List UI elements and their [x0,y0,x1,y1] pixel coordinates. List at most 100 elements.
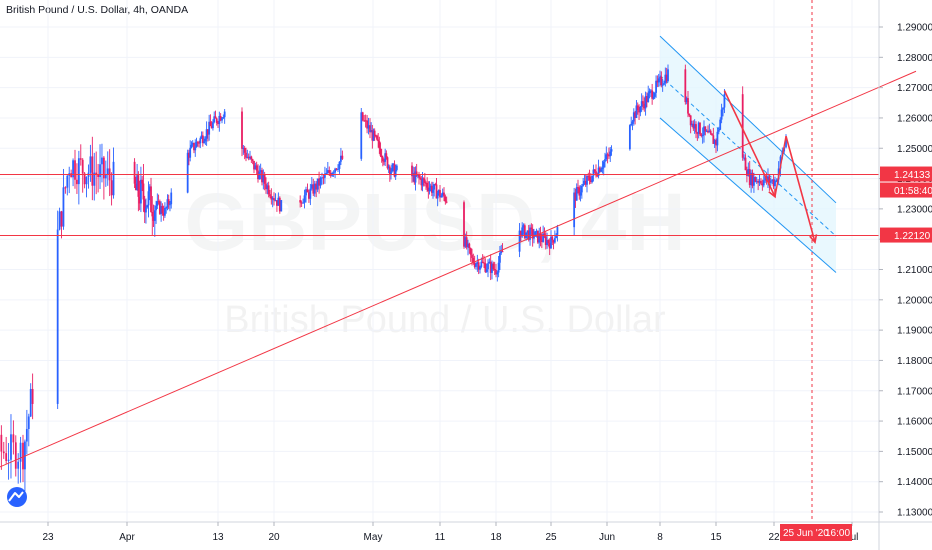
candle-body[interactable] [249,156,251,159]
candle-body[interactable] [371,130,374,141]
candle-body[interactable] [212,122,214,129]
candle-body[interactable] [723,94,726,108]
candle-body[interactable] [321,177,323,179]
candle-body[interactable] [263,175,266,184]
candle-body[interactable] [334,168,336,173]
candle-body[interactable] [586,176,588,185]
candle-body[interactable] [785,138,787,148]
candle-body[interactable] [273,198,275,201]
candle-body[interactable] [445,201,448,203]
candle-body[interactable] [465,237,468,248]
candle-body[interactable] [381,157,384,162]
candle-body[interactable] [496,272,499,275]
candle-body[interactable] [761,183,764,186]
candle-body[interactable] [213,116,216,123]
candle-body[interactable] [574,192,577,201]
candle-body[interactable] [325,172,328,174]
candle-body[interactable] [699,122,701,135]
candle-body[interactable] [195,142,198,148]
candle-body[interactable] [746,170,748,176]
candle-body[interactable] [91,156,94,186]
candle-body[interactable] [758,180,761,183]
candle-body[interactable] [774,181,776,187]
candle-body[interactable] [547,240,550,244]
candle-body[interactable] [12,434,15,443]
candle-body[interactable] [501,251,504,253]
candle-body[interactable] [577,187,579,189]
candle-body[interactable] [755,181,758,183]
candle-body[interactable] [218,115,221,124]
candle-body[interactable] [701,135,704,137]
candle-body[interactable] [644,96,647,109]
candle-body[interactable] [247,156,250,159]
candle-body[interactable] [487,263,489,270]
candle-body[interactable] [312,184,315,194]
candle-body[interactable] [753,176,755,186]
candle-body[interactable] [596,175,599,177]
candle-body[interactable] [703,126,705,136]
candle-body[interactable] [689,115,692,126]
candle-body[interactable] [161,206,164,214]
candle-body[interactable] [142,183,145,200]
candle-body[interactable] [480,261,483,267]
candle-body[interactable] [741,94,744,158]
candle-body[interactable] [609,151,612,157]
candle-body[interactable] [651,90,654,99]
candle-body[interactable] [223,111,226,118]
candle-body[interactable] [22,442,24,470]
candle-body[interactable] [196,142,199,144]
candle-body[interactable] [704,126,707,132]
candle-body[interactable] [133,161,136,184]
candle-body[interactable] [582,183,585,186]
candle-body[interactable] [5,453,8,461]
candle-body[interactable] [95,172,98,175]
candle-body[interactable] [274,200,277,202]
candle-body[interactable] [538,233,541,243]
candle-body[interactable] [169,204,171,206]
candle-body[interactable] [434,184,437,186]
candle-body[interactable] [251,159,254,161]
candle-body[interactable] [518,230,521,252]
candle-body[interactable] [270,196,273,200]
candle-body[interactable] [573,192,576,228]
candle-body[interactable] [477,262,480,270]
candle-body[interactable] [580,185,583,193]
candle-body[interactable] [150,186,152,212]
candle-body[interactable] [364,120,367,122]
candle-body[interactable] [657,78,660,83]
candle-body[interactable] [379,148,382,156]
candle-body[interactable] [440,195,443,198]
candle-body[interactable] [191,142,194,145]
candle-body[interactable] [428,187,431,192]
candle-body[interactable] [310,184,313,189]
candle-body[interactable] [754,176,757,182]
candle-body[interactable] [552,240,555,243]
candle-body[interactable] [383,161,385,163]
candle-body[interactable] [473,262,476,267]
candle-body[interactable] [266,185,269,190]
candle-body[interactable] [602,161,605,168]
candle-body[interactable] [215,118,218,123]
candle-body[interactable] [484,263,487,272]
candle-body[interactable] [655,80,657,93]
candle-body[interactable] [93,172,96,186]
candle-body[interactable] [392,163,395,165]
candle-body[interactable] [685,98,688,103]
candle-body[interactable] [106,168,109,175]
candle-body[interactable] [422,178,425,180]
candle-body[interactable] [378,141,381,149]
candle-body[interactable] [413,173,416,183]
candle-body[interactable] [595,171,597,176]
candle-body[interactable] [166,199,169,208]
candle-body[interactable] [259,170,262,172]
candle-body[interactable] [97,174,100,178]
candle-body[interactable] [523,225,526,238]
candle-body[interactable] [700,134,703,136]
candle-body[interactable] [499,252,501,263]
candle-body[interactable] [722,107,724,110]
candle-body[interactable] [25,428,28,442]
candle-body[interactable] [170,192,173,205]
candle-body[interactable] [587,176,590,178]
candle-body[interactable] [663,83,665,85]
candle-body[interactable] [258,171,261,180]
